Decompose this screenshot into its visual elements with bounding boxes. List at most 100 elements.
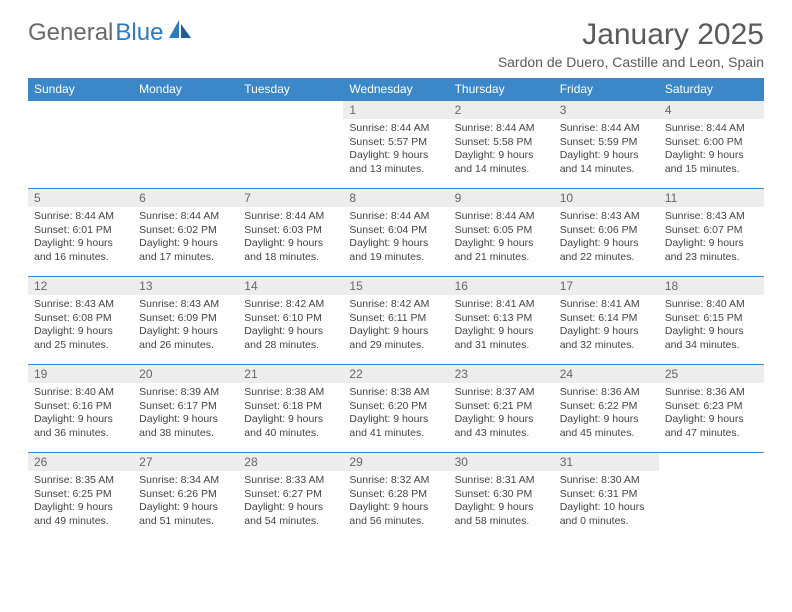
logo-text-1: General bbox=[28, 19, 113, 47]
day-number: 8 bbox=[343, 189, 448, 207]
day-details: Sunrise: 8:44 AMSunset: 6:01 PMDaylight:… bbox=[28, 207, 133, 269]
calendar-cell: 31Sunrise: 8:30 AMSunset: 6:31 PMDayligh… bbox=[554, 453, 659, 541]
weekday-row: SundayMondayTuesdayWednesdayThursdayFrid… bbox=[28, 78, 764, 101]
day-number: 19 bbox=[28, 365, 133, 383]
day-number: 27 bbox=[133, 453, 238, 471]
day-details: Sunrise: 8:36 AMSunset: 6:23 PMDaylight:… bbox=[659, 383, 764, 445]
calendar-row: 26Sunrise: 8:35 AMSunset: 6:25 PMDayligh… bbox=[28, 453, 764, 541]
calendar-cell: 13Sunrise: 8:43 AMSunset: 6:09 PMDayligh… bbox=[133, 277, 238, 365]
day-details: Sunrise: 8:41 AMSunset: 6:14 PMDaylight:… bbox=[554, 295, 659, 357]
calendar-cell bbox=[238, 101, 343, 189]
title-block: January 2025 Sardon de Duero, Castille a… bbox=[498, 18, 764, 70]
calendar-cell: 29Sunrise: 8:32 AMSunset: 6:28 PMDayligh… bbox=[343, 453, 448, 541]
day-number: 6 bbox=[133, 189, 238, 207]
calendar-cell: 23Sunrise: 8:37 AMSunset: 6:21 PMDayligh… bbox=[449, 365, 554, 453]
calendar-cell: 6Sunrise: 8:44 AMSunset: 6:02 PMDaylight… bbox=[133, 189, 238, 277]
calendar-cell bbox=[28, 101, 133, 189]
day-details: Sunrise: 8:38 AMSunset: 6:20 PMDaylight:… bbox=[343, 383, 448, 445]
day-number: 22 bbox=[343, 365, 448, 383]
calendar-row: 12Sunrise: 8:43 AMSunset: 6:08 PMDayligh… bbox=[28, 277, 764, 365]
day-details: Sunrise: 8:43 AMSunset: 6:07 PMDaylight:… bbox=[659, 207, 764, 269]
weekday-header: Saturday bbox=[659, 78, 764, 101]
day-details: Sunrise: 8:41 AMSunset: 6:13 PMDaylight:… bbox=[449, 295, 554, 357]
day-number: 13 bbox=[133, 277, 238, 295]
calendar-table: SundayMondayTuesdayWednesdayThursdayFrid… bbox=[28, 78, 764, 541]
calendar-cell: 10Sunrise: 8:43 AMSunset: 6:06 PMDayligh… bbox=[554, 189, 659, 277]
logo-sail-icon bbox=[167, 18, 193, 47]
calendar-cell: 7Sunrise: 8:44 AMSunset: 6:03 PMDaylight… bbox=[238, 189, 343, 277]
day-details: Sunrise: 8:44 AMSunset: 5:57 PMDaylight:… bbox=[343, 119, 448, 181]
day-number: 28 bbox=[238, 453, 343, 471]
day-number: 15 bbox=[343, 277, 448, 295]
day-number: 14 bbox=[238, 277, 343, 295]
calendar-cell: 15Sunrise: 8:42 AMSunset: 6:11 PMDayligh… bbox=[343, 277, 448, 365]
logo-text-2: Blue bbox=[115, 19, 163, 47]
day-number: 2 bbox=[449, 101, 554, 119]
calendar-cell: 24Sunrise: 8:36 AMSunset: 6:22 PMDayligh… bbox=[554, 365, 659, 453]
day-number: 20 bbox=[133, 365, 238, 383]
weekday-header: Tuesday bbox=[238, 78, 343, 101]
calendar-cell: 16Sunrise: 8:41 AMSunset: 6:13 PMDayligh… bbox=[449, 277, 554, 365]
day-details: Sunrise: 8:44 AMSunset: 6:05 PMDaylight:… bbox=[449, 207, 554, 269]
day-number: 16 bbox=[449, 277, 554, 295]
calendar-cell: 14Sunrise: 8:42 AMSunset: 6:10 PMDayligh… bbox=[238, 277, 343, 365]
calendar-cell bbox=[133, 101, 238, 189]
month-title: January 2025 bbox=[498, 18, 764, 52]
day-number: 18 bbox=[659, 277, 764, 295]
day-details: Sunrise: 8:39 AMSunset: 6:17 PMDaylight:… bbox=[133, 383, 238, 445]
calendar-cell: 28Sunrise: 8:33 AMSunset: 6:27 PMDayligh… bbox=[238, 453, 343, 541]
calendar-cell: 8Sunrise: 8:44 AMSunset: 6:04 PMDaylight… bbox=[343, 189, 448, 277]
day-details: Sunrise: 8:44 AMSunset: 5:59 PMDaylight:… bbox=[554, 119, 659, 181]
day-details: Sunrise: 8:44 AMSunset: 6:00 PMDaylight:… bbox=[659, 119, 764, 181]
day-details: Sunrise: 8:37 AMSunset: 6:21 PMDaylight:… bbox=[449, 383, 554, 445]
weekday-header: Friday bbox=[554, 78, 659, 101]
weekday-header: Thursday bbox=[449, 78, 554, 101]
day-details: Sunrise: 8:44 AMSunset: 6:02 PMDaylight:… bbox=[133, 207, 238, 269]
day-number: 21 bbox=[238, 365, 343, 383]
day-number: 30 bbox=[449, 453, 554, 471]
day-details: Sunrise: 8:32 AMSunset: 6:28 PMDaylight:… bbox=[343, 471, 448, 533]
day-number: 25 bbox=[659, 365, 764, 383]
day-number: 23 bbox=[449, 365, 554, 383]
day-number: 1 bbox=[343, 101, 448, 119]
day-number: 12 bbox=[28, 277, 133, 295]
day-number: 29 bbox=[343, 453, 448, 471]
logo: GeneralBlue bbox=[28, 18, 193, 47]
day-number: 11 bbox=[659, 189, 764, 207]
calendar-cell: 20Sunrise: 8:39 AMSunset: 6:17 PMDayligh… bbox=[133, 365, 238, 453]
calendar-cell: 17Sunrise: 8:41 AMSunset: 6:14 PMDayligh… bbox=[554, 277, 659, 365]
day-number: 31 bbox=[554, 453, 659, 471]
weekday-header: Monday bbox=[133, 78, 238, 101]
day-details: Sunrise: 8:44 AMSunset: 6:04 PMDaylight:… bbox=[343, 207, 448, 269]
calendar-row: 1Sunrise: 8:44 AMSunset: 5:57 PMDaylight… bbox=[28, 101, 764, 189]
calendar-cell: 22Sunrise: 8:38 AMSunset: 6:20 PMDayligh… bbox=[343, 365, 448, 453]
calendar-cell: 9Sunrise: 8:44 AMSunset: 6:05 PMDaylight… bbox=[449, 189, 554, 277]
day-details: Sunrise: 8:43 AMSunset: 6:08 PMDaylight:… bbox=[28, 295, 133, 357]
day-details: Sunrise: 8:30 AMSunset: 6:31 PMDaylight:… bbox=[554, 471, 659, 533]
calendar-cell: 25Sunrise: 8:36 AMSunset: 6:23 PMDayligh… bbox=[659, 365, 764, 453]
calendar-cell: 11Sunrise: 8:43 AMSunset: 6:07 PMDayligh… bbox=[659, 189, 764, 277]
day-details: Sunrise: 8:40 AMSunset: 6:16 PMDaylight:… bbox=[28, 383, 133, 445]
weekday-header: Sunday bbox=[28, 78, 133, 101]
calendar-body: 1Sunrise: 8:44 AMSunset: 5:57 PMDaylight… bbox=[28, 101, 764, 541]
day-details: Sunrise: 8:34 AMSunset: 6:26 PMDaylight:… bbox=[133, 471, 238, 533]
calendar-cell: 1Sunrise: 8:44 AMSunset: 5:57 PMDaylight… bbox=[343, 101, 448, 189]
day-details: Sunrise: 8:42 AMSunset: 6:10 PMDaylight:… bbox=[238, 295, 343, 357]
calendar-cell: 21Sunrise: 8:38 AMSunset: 6:18 PMDayligh… bbox=[238, 365, 343, 453]
day-details: Sunrise: 8:33 AMSunset: 6:27 PMDaylight:… bbox=[238, 471, 343, 533]
day-details: Sunrise: 8:43 AMSunset: 6:09 PMDaylight:… bbox=[133, 295, 238, 357]
day-number: 24 bbox=[554, 365, 659, 383]
weekday-header: Wednesday bbox=[343, 78, 448, 101]
day-details: Sunrise: 8:35 AMSunset: 6:25 PMDaylight:… bbox=[28, 471, 133, 533]
day-number: 7 bbox=[238, 189, 343, 207]
day-details: Sunrise: 8:40 AMSunset: 6:15 PMDaylight:… bbox=[659, 295, 764, 357]
day-number: 3 bbox=[554, 101, 659, 119]
calendar-cell: 19Sunrise: 8:40 AMSunset: 6:16 PMDayligh… bbox=[28, 365, 133, 453]
day-details: Sunrise: 8:38 AMSunset: 6:18 PMDaylight:… bbox=[238, 383, 343, 445]
day-number: 5 bbox=[28, 189, 133, 207]
day-details: Sunrise: 8:43 AMSunset: 6:06 PMDaylight:… bbox=[554, 207, 659, 269]
day-details: Sunrise: 8:44 AMSunset: 5:58 PMDaylight:… bbox=[449, 119, 554, 181]
calendar-cell: 26Sunrise: 8:35 AMSunset: 6:25 PMDayligh… bbox=[28, 453, 133, 541]
day-number: 9 bbox=[449, 189, 554, 207]
day-number: 10 bbox=[554, 189, 659, 207]
